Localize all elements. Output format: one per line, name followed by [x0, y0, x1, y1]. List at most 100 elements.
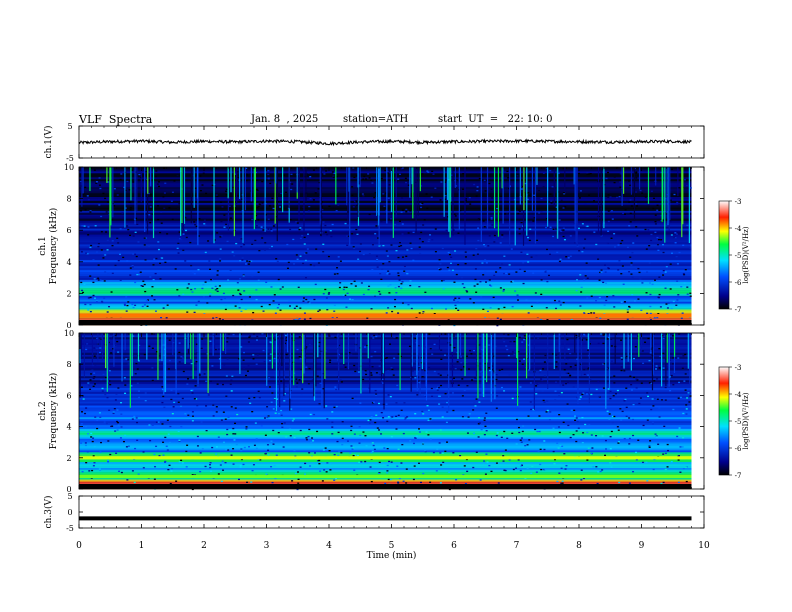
ch1-spectrogram-panel-speckle [95, 251, 98, 253]
ch2-spectrogram-panel-speckle [491, 369, 494, 371]
ch1-spectrogram-panel-sferic [514, 167, 516, 246]
ch2-spectrogram-panel-speckle [305, 366, 308, 368]
ch1-spectrogram-panel-speckle [236, 282, 239, 284]
ch1-spectrogram-panel-speckle [629, 199, 632, 201]
ch2-spectrogram-panel-speckle [85, 407, 88, 409]
ch1-spectrogram-panel-speckle [281, 286, 284, 288]
ch1-spectrogram-panel-speckle [387, 197, 390, 199]
ch1-spectrogram-panel-speckle [342, 294, 345, 296]
ch2-spectrogram-panel-sferic [80, 333, 82, 360]
ch2-spectrogram-panel-speckle [230, 406, 233, 408]
ch1-spectrogram-panel-speckle [261, 202, 264, 204]
ch1-spectrogram-panel-speckle [255, 289, 258, 291]
ch1-spectrogram-panel-sferic [193, 167, 195, 208]
ch2-spectrogram-panel-sferic [157, 333, 159, 380]
ch1-spectrogram-panel-speckle [347, 235, 350, 237]
ch1-spectrogram-panel-speckle [221, 206, 224, 208]
ch2-spectrogram-panel-speckle [537, 450, 540, 453]
ch2-spectrogram-panel-speckle [440, 358, 443, 360]
ch2-spectrogram-panel-speckle [255, 438, 258, 440]
ch2-spectrogram-panel-speckle [651, 421, 654, 424]
ch1-spectrogram-panel-speckle [660, 215, 663, 217]
ch2-spectrogram-panel-speckle [395, 337, 398, 339]
ch1-spectrogram-panel-sferic [415, 167, 417, 233]
ch2-spectrogram-panel-speckle [648, 360, 651, 362]
ch2-spectrogram-panel-sferic [222, 333, 224, 351]
ch2-spectrogram-panel-sferic [105, 333, 107, 369]
ch2-spectrogram-panel-sferic [121, 333, 123, 382]
ch1-spectrogram-panel-speckle [371, 182, 374, 184]
ch2-spectrogram-panel-speckle [424, 451, 427, 453]
ch1-spectrogram-panel-band [79, 287, 692, 290]
ch1-spectrogram-panel-speckle [246, 174, 249, 176]
ch1-spectrogram-panel-speckle [182, 293, 185, 295]
ch2-spectrogram-panel-speckle [427, 409, 430, 411]
ch1-spectrogram-panel-speckle [267, 178, 270, 180]
ch2-spectrogram-panel-speckle [271, 481, 274, 484]
ch2-spectrogram-panel-speckle [338, 450, 341, 453]
ch1-spectrogram-panel-speckle [388, 261, 391, 263]
ch1-spectrogram-panel-speckle [138, 273, 141, 276]
ch2-spectrogram-panel-speckle [203, 373, 206, 375]
ch1-spectrogram-panel-speckle [85, 252, 88, 254]
ch2-spectrogram-panel-speckle [100, 441, 103, 444]
ch1-spectrogram-panel-speckle [327, 255, 330, 258]
ch1-spectrogram-panel-speckle [652, 207, 655, 210]
ch1-spectrogram-panel-speckle [582, 244, 585, 246]
ch1-spectrogram-panel-speckle [337, 204, 340, 206]
ch2-spectrogram-panel-speckle [685, 480, 688, 483]
ch1-spectrogram-panel-speckle [586, 225, 589, 227]
ch2-spectrogram-panel-sferic [689, 333, 691, 384]
ch2-spectrogram-panel-speckle [576, 358, 579, 360]
ch1-spectrogram-panel-speckle [160, 189, 163, 191]
ch1-spectrogram-panel-speckle [210, 278, 213, 281]
ch2-spectrogram-panel-speckle [417, 345, 420, 347]
ch1-spectrogram-panel-speckle [268, 303, 271, 306]
ch2-spectrogram-panel-speckle [220, 419, 223, 421]
ch1-spectrogram-panel-speckle [439, 268, 442, 270]
ch2-spectrogram-panel-sferic [146, 333, 148, 360]
ch1-spectrogram-panel-colorbar-label: log(PSD)(V²/Hz) [742, 226, 750, 283]
ch2-spectrogram-panel-speckle [613, 415, 616, 418]
ch2-spectrogram-panel-speckle [181, 357, 184, 359]
ch2-spectrogram-panel-speckle [422, 442, 425, 444]
ch1-spectrogram-panel-speckle [273, 294, 276, 296]
ch2-spectrogram-panel-speckle [609, 448, 612, 450]
ch1-spectrogram-panel-speckle [456, 218, 459, 220]
ch2-spectrogram-panel-speckle [610, 466, 613, 468]
ch2-spectrogram-panel-speckle [341, 437, 344, 440]
ch1-spectrogram-panel-speckle [239, 278, 242, 280]
ch1-spectrogram-panel-speckle [410, 307, 413, 310]
ch2-spectrogram-panel-speckle [89, 388, 92, 390]
ch2-spectrogram-panel-speckle [655, 435, 658, 437]
ch1-spectrogram-panel-speckle [295, 254, 298, 256]
ch2-spectrogram-panel-speckle [380, 411, 383, 414]
ch1-spectrogram-panel-band [79, 178, 692, 182]
ch1-spectrogram-panel-speckle [526, 198, 529, 201]
ch1-spectrogram-panel-speckle [616, 167, 619, 169]
ch2-spectrogram-panel-speckle [459, 356, 462, 358]
ch1-spectrogram-panel-speckle [439, 263, 442, 265]
ch2-spectrogram-panel-sferic [558, 333, 560, 353]
ch2-spectrogram-panel-sferic [197, 333, 199, 387]
ch1-spectrogram-panel-band [79, 186, 692, 190]
ch2-spectrogram-panel-speckle [465, 361, 468, 363]
ch1-spectrogram-panel-speckle [151, 295, 154, 297]
ch2-spectrogram-panel-speckle [294, 455, 297, 457]
ch1-spectrogram-panel-speckle [152, 264, 155, 266]
ch1-spectrogram-panel-speckle [558, 219, 561, 221]
ch1-spectrogram-panel-speckle [255, 225, 258, 227]
ch2-spectrogram-panel-speckle [131, 470, 134, 472]
ch1-spectrogram-panel-speckle [555, 228, 558, 230]
ch2-spectrogram-panel-speckle [354, 370, 357, 373]
ch2-spectrogram-panel-speckle [552, 427, 555, 429]
ch1-spectrogram-panel-band [79, 291, 692, 294]
ch1-spectrogram-panel-speckle [89, 296, 92, 299]
ch1-spectrogram-panel-speckle [262, 216, 265, 218]
ch2-spectrogram-panel-speckle [647, 337, 650, 340]
ch1-spectrogram-panel-speckle [685, 184, 688, 187]
ch2-spectrogram-panel-speckle [91, 440, 94, 443]
ch1-spectrogram-panel-speckle [258, 203, 261, 205]
ch2-spectrogram-panel-speckle [81, 395, 84, 397]
ch1-spectrogram-panel-speckle [654, 231, 657, 233]
